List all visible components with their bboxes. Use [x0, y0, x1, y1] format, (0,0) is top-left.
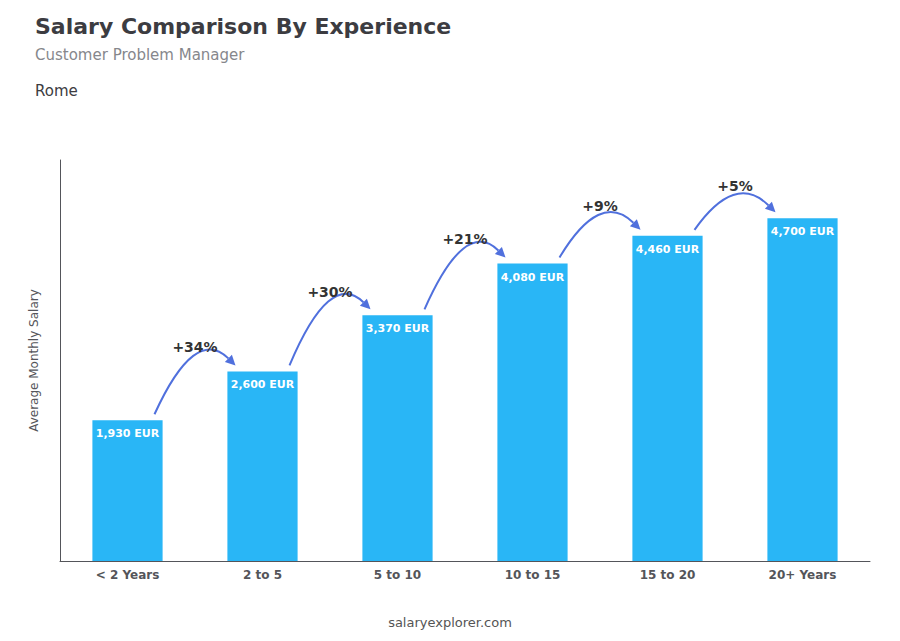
svg-text:< 2 Years: < 2 Years: [96, 568, 160, 582]
svg-text:+9%: +9%: [582, 198, 618, 214]
svg-text:Customer Problem Manager: Customer Problem Manager: [35, 46, 245, 64]
svg-text:salaryexplorer.com: salaryexplorer.com: [388, 615, 512, 630]
svg-text:4,080 EUR: 4,080 EUR: [501, 271, 565, 284]
svg-text:1,930 EUR: 1,930 EUR: [96, 427, 160, 440]
svg-text:2 to 5: 2 to 5: [243, 568, 282, 582]
svg-text:+5%: +5%: [717, 178, 753, 194]
svg-text:Salary Comparison By Experienc: Salary Comparison By Experience: [35, 14, 451, 39]
svg-text:15 to 20: 15 to 20: [640, 568, 696, 582]
svg-text:Average Monthly Salary: Average Monthly Salary: [27, 289, 41, 432]
svg-text:5 to 10: 5 to 10: [374, 568, 421, 582]
svg-text:3,370 EUR: 3,370 EUR: [366, 322, 430, 335]
svg-text:+34%: +34%: [172, 339, 217, 355]
svg-text:Rome: Rome: [35, 82, 78, 100]
svg-text:10 to 15: 10 to 15: [505, 568, 561, 582]
svg-text:4,460 EUR: 4,460 EUR: [636, 243, 700, 256]
svg-text:20+ Years: 20+ Years: [769, 568, 837, 582]
svg-text:4,700 EUR: 4,700 EUR: [771, 225, 835, 238]
svg-text:+30%: +30%: [307, 284, 352, 300]
svg-text:2,600 EUR: 2,600 EUR: [231, 378, 295, 391]
svg-text:+21%: +21%: [442, 231, 487, 247]
